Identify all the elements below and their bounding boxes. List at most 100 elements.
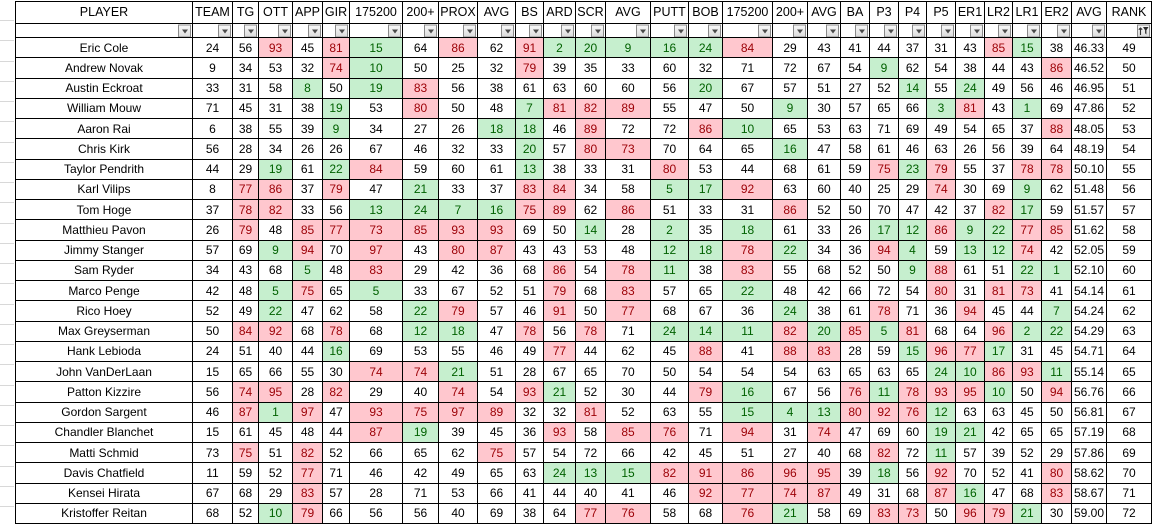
stat-cell-gir-5[interactable]: 81 [322, 36, 350, 59]
stat-cell-scr-12[interactable]: 44 [575, 340, 606, 363]
stat-cell-lr2-24[interactable]: 45 [984, 300, 1013, 322]
filter-cell-app-4[interactable] [292, 23, 323, 38]
stat-cell-200-7[interactable]: 40 [402, 381, 439, 403]
filter-cell-lr2-24[interactable] [984, 23, 1013, 38]
stat-cell-p3-20[interactable]: 94 [869, 239, 899, 261]
stat-cell-scr-12[interactable]: 13 [575, 462, 606, 484]
stat-cell-175200-16[interactable]: 77 [722, 482, 773, 504]
stat-cell-lr2-24[interactable]: 22 [984, 219, 1013, 241]
player-name-cell[interactable]: Jimmy Stanger [15, 239, 193, 261]
player-name-cell[interactable]: Davis Chatfield [15, 462, 193, 484]
player-name-cell[interactable]: Chandler Blanchet [15, 421, 193, 444]
stat-cell-putt-14[interactable]: 12 [650, 239, 689, 261]
stat-cell-ba-19[interactable]: 76 [840, 381, 870, 403]
stat-cell-bs-10[interactable]: 32 [515, 401, 544, 423]
column-header-rank-28[interactable]: RANK [1106, 1, 1152, 24]
stat-cell-putt-14[interactable]: 42 [650, 441, 689, 464]
stat-cell-p3-20[interactable]: 11 [869, 381, 899, 403]
stat-cell-p3-20[interactable]: 5 [869, 320, 899, 342]
stat-cell-p3-20[interactable]: 71 [869, 117, 899, 140]
stat-cell-scr-12[interactable]: 78 [575, 320, 606, 342]
stat-cell-gir-5[interactable]: 9 [322, 117, 350, 140]
column-header-er2-26[interactable]: ER2 [1041, 1, 1072, 24]
stat-cell-lr2-24[interactable]: 85 [984, 36, 1013, 59]
stat-cell-avg-9[interactable]: 66 [477, 482, 516, 504]
stat-cell-prox-8[interactable]: 62 [438, 441, 478, 464]
stat-cell-175200-6[interactable]: 87 [349, 421, 403, 444]
stat-cell-er2-26[interactable]: 65 [1041, 421, 1072, 444]
stat-cell-p4-21[interactable]: 14 [898, 77, 927, 99]
chevron-down-icon[interactable] [674, 24, 687, 37]
stat-cell-app-4[interactable]: 55 [292, 360, 323, 383]
stat-cell-app-4[interactable]: 94 [292, 239, 323, 261]
stat-cell-200-17[interactable]: 48 [772, 279, 808, 302]
stat-cell-200-17[interactable]: 74 [772, 482, 808, 504]
stat-cell-175200-6[interactable]: 66 [349, 441, 403, 464]
stat-cell-ba-19[interactable]: 85 [840, 320, 870, 342]
stat-cell-app-4[interactable]: 44 [292, 340, 323, 363]
column-header-lr1-25[interactable]: LR1 [1012, 1, 1042, 24]
column-header-p4-21[interactable]: P4 [898, 1, 927, 24]
stat-cell-lr1-25[interactable]: 31 [1012, 340, 1042, 363]
filter-cell-175200-6[interactable] [349, 23, 403, 38]
stat-cell-putt-14[interactable]: 68 [650, 300, 689, 322]
stat-cell-lr1-25[interactable]: 56 [1012, 77, 1042, 99]
stat-cell-175200-16[interactable]: 16 [722, 381, 773, 403]
stat-cell-bob-15[interactable]: 35 [688, 219, 723, 241]
stat-cell-scr-12[interactable]: 35 [575, 57, 606, 79]
stat-cell-p3-20[interactable]: 70 [869, 198, 899, 221]
stat-cell-avg-13[interactable]: 72 [605, 117, 651, 140]
stat-cell-p3-20[interactable]: 72 [869, 279, 899, 302]
stat-cell-team-1[interactable]: 34 [192, 259, 233, 282]
stat-cell-avg-18[interactable]: 61 [807, 158, 841, 180]
stat-cell-avg-13[interactable]: 60 [605, 77, 651, 99]
stat-cell-175200-6[interactable]: 84 [349, 158, 403, 180]
stat-cell-scr-12[interactable]: 89 [575, 117, 606, 140]
stat-cell-175200-16[interactable]: 65 [722, 138, 773, 160]
stat-cell-lr2-24[interactable]: 63 [984, 401, 1013, 423]
stat-cell-p5-22[interactable]: 12 [926, 401, 956, 423]
chevron-down-icon[interactable] [826, 24, 839, 37]
stat-cell-avg-27[interactable]: 52.10 [1071, 259, 1107, 282]
stat-cell-bob-15[interactable]: 33 [688, 198, 723, 221]
stat-cell-putt-14[interactable]: 76 [650, 421, 689, 444]
stat-cell-175200-16[interactable]: 22 [722, 279, 773, 302]
stat-cell-lr2-24[interactable]: 65 [984, 117, 1013, 140]
stat-cell-avg-18[interactable]: 68 [807, 259, 841, 282]
stat-cell-er1-23[interactable]: 16 [955, 482, 985, 504]
stat-cell-app-4[interactable]: 68 [292, 320, 323, 342]
filter-cell-er2-26[interactable] [1041, 23, 1072, 38]
filter-cell-player-0[interactable] [15, 23, 193, 38]
stat-cell-prox-8[interactable]: 60 [438, 158, 478, 180]
stat-cell-team-1[interactable]: 71 [192, 97, 233, 120]
stat-cell-rank-28[interactable]: 53 [1106, 117, 1152, 140]
stat-cell-p4-21[interactable]: 68 [898, 482, 927, 504]
chevron-down-icon[interactable] [591, 24, 604, 37]
stat-cell-tg-2[interactable]: 59 [232, 462, 259, 484]
stat-cell-tg-2[interactable]: 31 [232, 77, 259, 99]
stat-cell-lr2-24[interactable]: 56 [984, 138, 1013, 160]
chevron-down-icon[interactable] [561, 24, 574, 37]
stat-cell-scr-12[interactable]: 65 [575, 360, 606, 383]
stat-cell-putt-14[interactable]: 55 [650, 97, 689, 120]
stat-cell-ard-11[interactable]: 57 [543, 138, 576, 160]
stat-cell-avg-27[interactable]: 54.24 [1071, 300, 1107, 322]
stat-cell-200-7[interactable]: 59 [402, 158, 439, 180]
stat-cell-200-17[interactable]: 9 [772, 97, 808, 120]
stat-cell-avg-13[interactable]: 33 [605, 57, 651, 79]
stat-cell-avg-27[interactable]: 55.14 [1071, 360, 1107, 383]
stat-cell-p5-22[interactable]: 55 [926, 77, 956, 99]
stat-cell-200-17[interactable]: 29 [772, 36, 808, 59]
stat-cell-gir-5[interactable]: 62 [322, 300, 350, 322]
stat-cell-p3-20[interactable]: 83 [869, 502, 899, 525]
stat-cell-lr1-25[interactable]: 9 [1012, 178, 1042, 201]
stat-cell-avg-18[interactable]: 87 [807, 482, 841, 504]
stat-cell-tg-2[interactable]: 87 [232, 401, 259, 423]
column-header-175200-16[interactable]: 175200 [722, 1, 773, 24]
stat-cell-gir-5[interactable]: 65 [322, 279, 350, 302]
stat-cell-prox-8[interactable]: 42 [438, 259, 478, 282]
chevron-down-icon[interactable] [912, 24, 925, 37]
stat-cell-lr2-24[interactable]: 12 [984, 239, 1013, 261]
stat-cell-p5-22[interactable]: 96 [926, 340, 956, 363]
stat-cell-avg-18[interactable]: 53 [807, 117, 841, 140]
